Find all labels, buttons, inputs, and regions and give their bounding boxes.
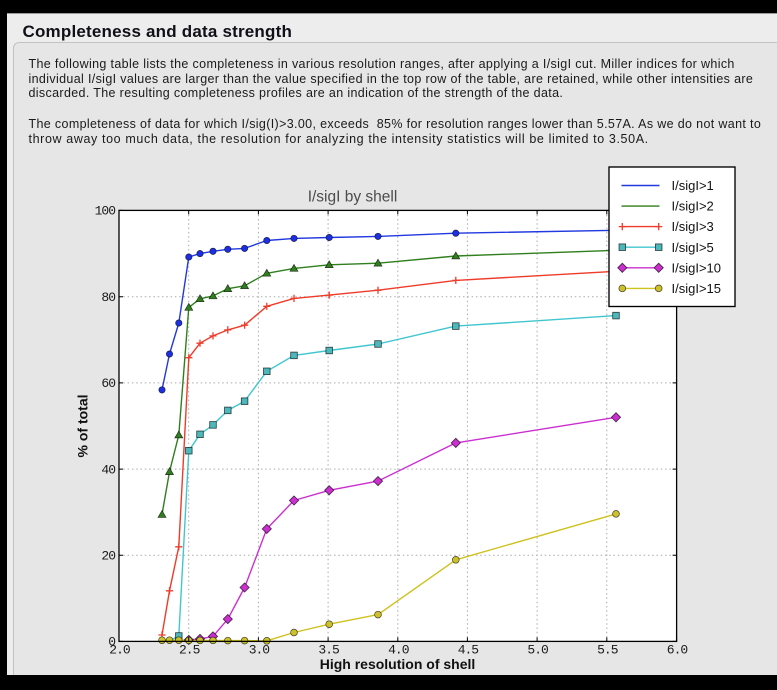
svg-text:I/sigI>5: I/sigI>5 [672, 240, 714, 255]
svg-text:0: 0 [108, 635, 115, 650]
svg-text:2.5: 2.5 [179, 643, 200, 658]
svg-text:High resolution of shell: High resolution of shell [320, 656, 476, 672]
svg-text:% of total: % of total [75, 395, 91, 458]
svg-text:40: 40 [101, 462, 115, 477]
svg-text:I/sigI>15: I/sigI>15 [672, 281, 722, 296]
svg-text:3.5: 3.5 [318, 643, 339, 658]
svg-text:I/sigI>2: I/sigI>2 [672, 199, 714, 214]
svg-text:I/sigI>1: I/sigI>1 [672, 178, 714, 193]
svg-text:5.0: 5.0 [527, 643, 548, 658]
svg-text:I/sigI by shell: I/sigI by shell [308, 189, 398, 206]
svg-text:80: 80 [101, 290, 115, 305]
svg-text:100: 100 [95, 204, 116, 219]
svg-text:2.0: 2.0 [109, 643, 130, 658]
svg-text:20: 20 [101, 549, 115, 564]
svg-text:4.0: 4.0 [388, 643, 409, 658]
svg-text:3.0: 3.0 [249, 643, 270, 658]
svg-text:I/sigI>10: I/sigI>10 [672, 260, 722, 275]
svg-text:I/sigI>3: I/sigI>3 [672, 219, 714, 234]
svg-text:6.0: 6.0 [667, 643, 688, 658]
svg-text:5.5: 5.5 [597, 643, 618, 658]
svg-text:60: 60 [101, 376, 115, 391]
svg-text:4.5: 4.5 [458, 643, 479, 658]
